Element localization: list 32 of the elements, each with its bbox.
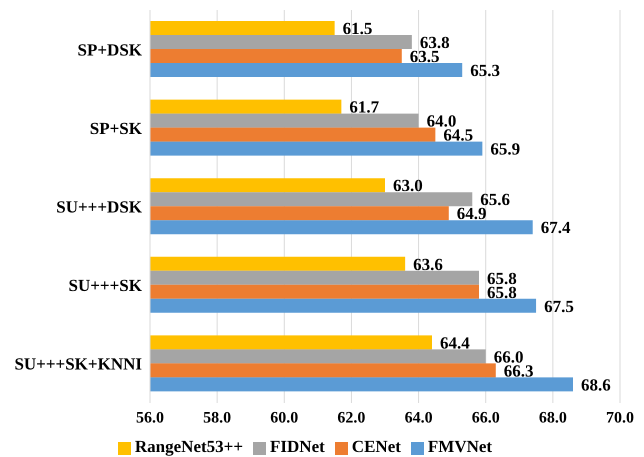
data-label: 66.0 <box>494 347 524 366</box>
data-label: 67.4 <box>540 218 571 238</box>
x-tick-label: 56.0 <box>136 409 164 426</box>
data-label: 65.8 <box>487 268 517 288</box>
data-label: 64.5 <box>443 126 474 145</box>
data-label: 68.6 <box>581 375 611 394</box>
data-label: 67.5 <box>544 296 574 316</box>
legend-label: RangeNet53++ <box>134 437 244 456</box>
data-label: 63.6 <box>413 254 443 274</box>
data-label: 64.9 <box>456 204 487 224</box>
x-tick-label: 58.0 <box>203 409 232 426</box>
data-label: 65.3 <box>470 61 500 80</box>
data-label: 63.5 <box>410 47 440 66</box>
x-tick-label: 66.0 <box>472 409 500 426</box>
x-tick-label: 68.0 <box>538 409 567 426</box>
y-tick-label: SU+++DSK <box>56 198 143 217</box>
y-tick-label: SP+DSK <box>78 40 143 60</box>
data-label: 65.9 <box>490 140 520 159</box>
legend-label: CENet <box>352 437 401 456</box>
x-tick-label: 64.0 <box>404 409 433 426</box>
legend-label: FIDNet <box>270 437 325 456</box>
data-label: 61.7 <box>349 98 380 117</box>
data-label: 64.4 <box>440 333 470 352</box>
data-label: 63.0 <box>393 176 423 196</box>
x-tick-label: 70.0 <box>606 409 634 426</box>
x-tick-label: 62.0 <box>337 409 366 426</box>
data-label: 61.5 <box>342 19 372 38</box>
y-tick-label: SP+SK <box>90 118 143 138</box>
legend-label: FMVNet <box>428 437 492 456</box>
y-tick-label: SU+++SK <box>68 276 143 296</box>
y-tick-label: SU+++SK+KNNI <box>14 354 142 374</box>
x-tick-label: 60.0 <box>270 409 298 426</box>
